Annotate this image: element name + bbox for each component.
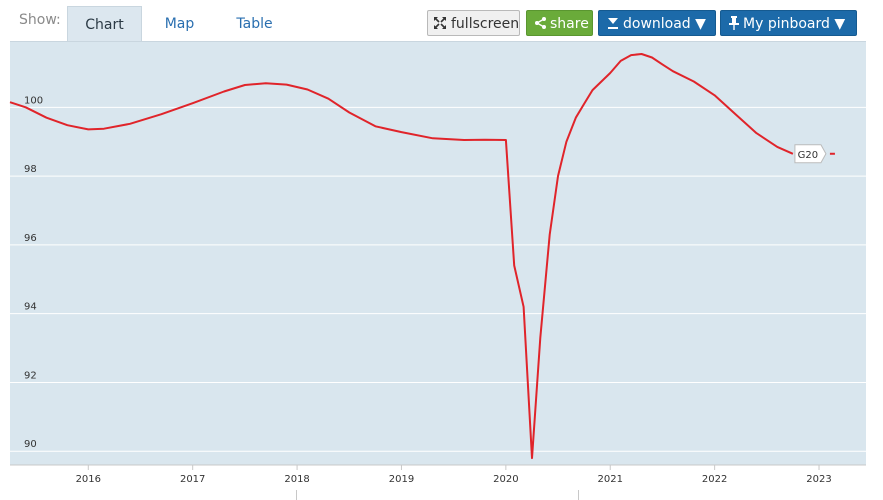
pinboard-label: My pinboard ▼ — [743, 16, 846, 32]
download-icon — [607, 11, 619, 37]
plot-background — [10, 42, 866, 465]
y-tick-label: 98 — [24, 164, 37, 175]
y-tick-label: 90 — [24, 439, 37, 450]
x-tick-label: 2021 — [598, 474, 623, 485]
download-button[interactable]: download ▼ — [598, 10, 716, 36]
x-tick-label: 2017 — [180, 474, 205, 485]
scrollbar-tick-right — [578, 490, 579, 500]
pinboard-button[interactable]: My pinboard ▼ — [720, 10, 857, 36]
series-line-g20 — [9, 53, 794, 460]
y-tick-label: 94 — [24, 302, 37, 313]
x-tick-label: 2018 — [284, 474, 309, 485]
x-tick-label: 2023 — [806, 474, 831, 485]
tab-divider — [10, 41, 866, 42]
series-group: G20 — [9, 53, 835, 460]
tab-map[interactable]: Map — [164, 16, 195, 32]
fullscreen-label: fullscreen — [451, 16, 520, 32]
x-tick-label: 2020 — [493, 474, 518, 485]
chart-toolbar: Show: Chart Map Table fullscreen share d… — [0, 0, 883, 42]
y-tick-label: 96 — [24, 233, 37, 244]
tab-chart[interactable]: Chart — [67, 6, 142, 42]
x-axis: 2016 2017 2018 2019 2020 2021 2022 2023 — [76, 465, 832, 485]
x-tick-label: 2022 — [702, 474, 727, 485]
share-label: share — [550, 16, 589, 32]
expand-arrows-icon — [433, 11, 447, 37]
y-axis: 90 92 94 96 98 100 — [24, 95, 43, 450]
tab-table[interactable]: Table — [236, 16, 273, 32]
fullscreen-button[interactable]: fullscreen — [427, 10, 520, 36]
share-button[interactable]: share — [526, 10, 593, 36]
x-axis-band — [10, 465, 866, 491]
series-end-label: G20 — [798, 150, 818, 161]
y-tick-label: 92 — [24, 370, 37, 381]
grid-lines — [10, 106, 866, 452]
download-label: download ▼ — [623, 16, 706, 32]
x-tick-label: 2019 — [389, 474, 414, 485]
x-tick-label: 2016 — [76, 474, 101, 485]
series-end-label-box — [794, 144, 827, 164]
share-icon — [535, 11, 546, 37]
pin-icon — [729, 11, 739, 37]
show-label: Show: — [19, 12, 61, 28]
y-tick-label: 100 — [24, 95, 43, 106]
scrollbar-tick-left — [296, 490, 297, 500]
